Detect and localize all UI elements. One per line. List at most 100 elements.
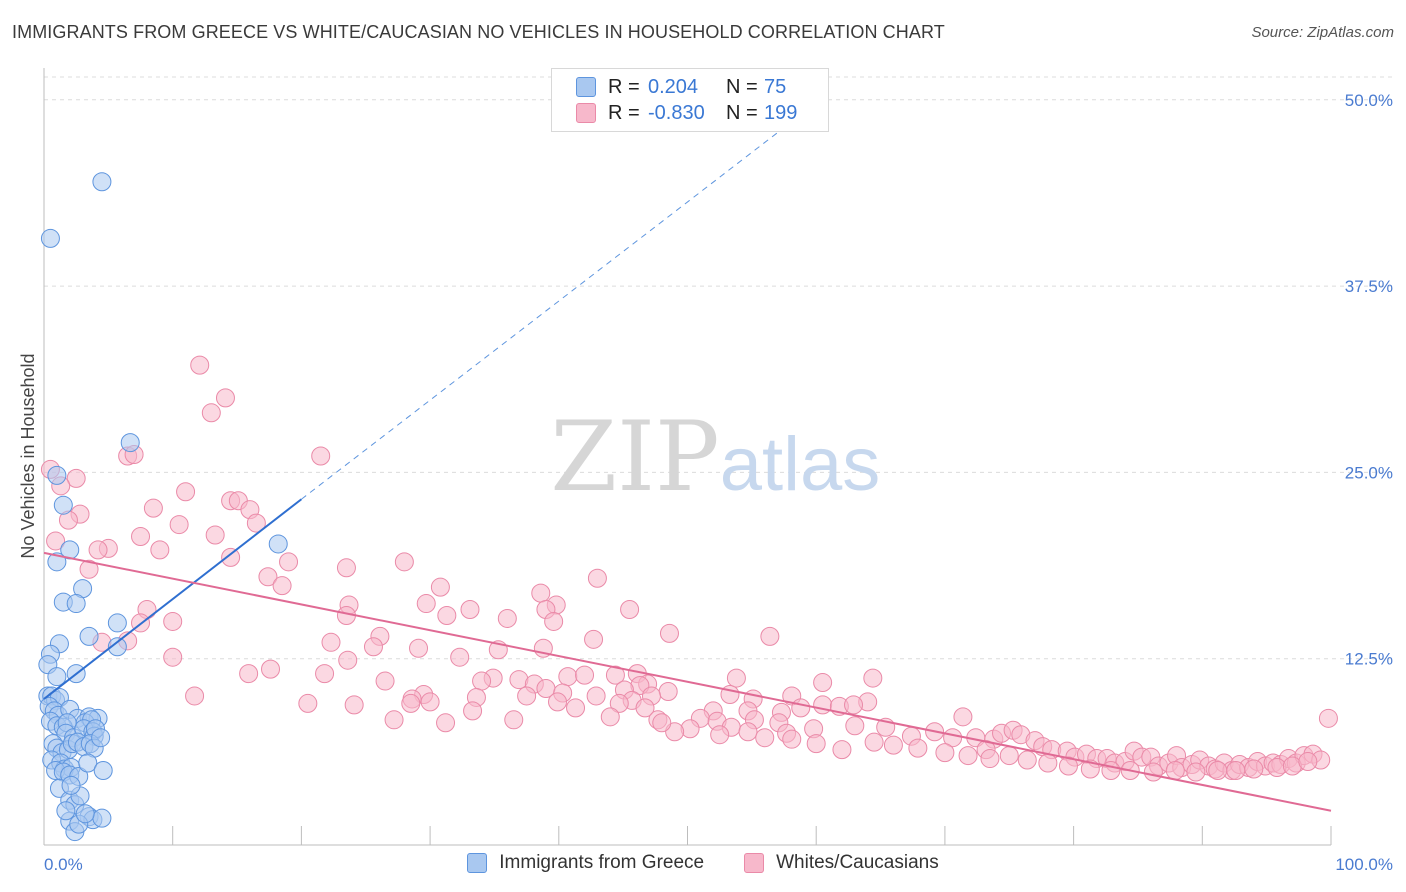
data-point bbox=[517, 686, 537, 706]
data-point bbox=[56, 801, 76, 821]
data-point bbox=[760, 626, 780, 646]
data-point bbox=[575, 665, 595, 685]
data-point bbox=[79, 559, 99, 579]
data-point bbox=[150, 540, 170, 560]
data-point bbox=[185, 686, 205, 706]
data-point bbox=[586, 686, 606, 706]
legend-swatch-pink bbox=[576, 103, 596, 123]
data-point bbox=[791, 698, 811, 718]
y-tick-label: 12.5% bbox=[1345, 650, 1393, 669]
data-point bbox=[91, 728, 111, 748]
data-point bbox=[584, 629, 604, 649]
data-point bbox=[93, 760, 113, 780]
data-point bbox=[272, 576, 292, 596]
data-point bbox=[1080, 759, 1100, 779]
data-point bbox=[958, 746, 978, 766]
data-point bbox=[609, 693, 629, 713]
y-tick-label: 37.5% bbox=[1345, 277, 1393, 296]
data-point bbox=[999, 746, 1019, 766]
data-point bbox=[1298, 752, 1318, 772]
data-point bbox=[472, 671, 492, 691]
data-point bbox=[863, 668, 883, 688]
whites-caucasians-points bbox=[40, 355, 1338, 782]
chart-title: IMMIGRANTS FROM GREECE VS WHITE/CAUCASIA… bbox=[12, 22, 945, 42]
legend-n-value: 75 bbox=[764, 75, 787, 98]
data-point bbox=[544, 611, 564, 631]
data-point bbox=[131, 526, 151, 546]
data-point bbox=[832, 740, 852, 760]
data-point bbox=[107, 613, 127, 633]
legend-row-whites: R = -0.830 N = 199 bbox=[576, 100, 797, 126]
y-tick-label: 25.0% bbox=[1345, 463, 1393, 482]
data-point bbox=[845, 716, 865, 736]
series-swatch-pink bbox=[744, 853, 765, 873]
data-point bbox=[163, 647, 183, 667]
watermark: ZIP atlas bbox=[550, 401, 880, 513]
data-point bbox=[437, 605, 457, 625]
data-point bbox=[738, 722, 758, 742]
data-point bbox=[430, 577, 450, 597]
data-point bbox=[363, 637, 383, 657]
correlation-legend: R = 0.204 N = 75 R = -0.830 N = 199 bbox=[551, 68, 829, 132]
legend-r-value: 0.204 bbox=[648, 75, 699, 98]
y-tick-label: 50.0% bbox=[1345, 91, 1393, 110]
data-point bbox=[375, 671, 395, 691]
data-point bbox=[279, 552, 299, 572]
data-point bbox=[239, 664, 259, 684]
series-label-whites: Whites/Caucasians bbox=[776, 852, 939, 873]
data-point bbox=[1226, 760, 1246, 780]
data-point bbox=[338, 650, 358, 670]
series-legend-greece: Immigrants from Greece bbox=[467, 852, 704, 874]
legend-r-label: R = bbox=[608, 101, 640, 124]
series-legend: Immigrants from Greece Whites/Caucasians bbox=[0, 852, 1406, 874]
data-point bbox=[436, 713, 456, 733]
data-point bbox=[205, 525, 225, 545]
data-point bbox=[450, 647, 470, 667]
data-point bbox=[176, 482, 196, 502]
chart-source: Source: ZipAtlas.com bbox=[1251, 24, 1394, 41]
data-point bbox=[420, 692, 440, 712]
data-point bbox=[47, 667, 67, 687]
legend-n-value: 199 bbox=[764, 101, 798, 124]
y-axis-label: No Vehicles in Household bbox=[18, 353, 38, 558]
data-point bbox=[53, 495, 73, 515]
data-point bbox=[659, 623, 679, 643]
legend-r-label: R = bbox=[608, 75, 640, 98]
data-point bbox=[298, 693, 318, 713]
data-point bbox=[883, 735, 903, 755]
data-point bbox=[47, 465, 67, 485]
data-point bbox=[1165, 760, 1185, 780]
data-point bbox=[1017, 750, 1037, 770]
series-label-greece: Immigrants from Greece bbox=[499, 852, 705, 873]
data-point bbox=[531, 583, 551, 603]
x-tick-label: 100.0% bbox=[1335, 855, 1393, 874]
data-point bbox=[635, 698, 655, 718]
data-point bbox=[566, 698, 586, 718]
immigrants-greece-points bbox=[38, 172, 288, 842]
data-point bbox=[79, 626, 99, 646]
data-point bbox=[908, 738, 928, 758]
data-point bbox=[1143, 762, 1163, 782]
trend-line-whites bbox=[43, 551, 1332, 812]
data-point bbox=[600, 707, 620, 727]
data-point bbox=[813, 695, 833, 715]
data-point bbox=[463, 701, 483, 721]
data-point bbox=[46, 531, 66, 551]
data-point bbox=[384, 710, 404, 730]
data-point bbox=[66, 594, 86, 614]
data-point bbox=[78, 753, 98, 773]
legend-n-label: N = bbox=[726, 101, 758, 124]
data-point bbox=[755, 728, 775, 748]
trend-lines bbox=[43, 132, 1332, 812]
trend-line-greece bbox=[43, 498, 303, 700]
data-point bbox=[710, 725, 730, 745]
data-point bbox=[40, 228, 60, 248]
data-point bbox=[120, 433, 140, 453]
data-point bbox=[92, 808, 112, 828]
data-point bbox=[844, 695, 864, 715]
data-point bbox=[143, 498, 163, 518]
data-point bbox=[92, 172, 112, 192]
data-point bbox=[1058, 756, 1078, 776]
data-point bbox=[504, 710, 524, 730]
